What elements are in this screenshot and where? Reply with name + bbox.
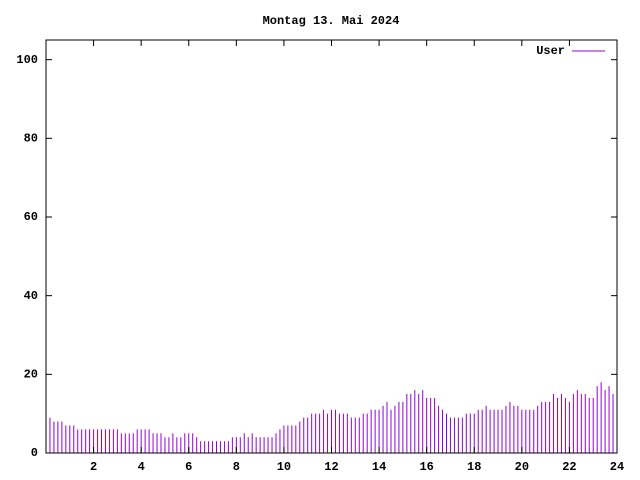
y-tick-label: 60 [24,210,38,224]
legend-label: User [536,44,565,58]
x-tick-label: 10 [277,460,291,474]
plot-border [45,39,618,454]
y-tick-label: 20 [24,368,38,382]
x-tick-label: 2 [90,460,97,474]
x-tick-label: 4 [138,460,145,474]
y-tick-label: 100 [16,53,38,67]
y-tick-label: 80 [24,132,38,146]
x-tick-label: 12 [324,460,338,474]
y-tick-label: 0 [31,446,38,460]
chart-title: Montag 13. Mai 2024 [263,14,400,28]
x-tick-label: 18 [467,460,481,474]
y-tick-label: 40 [24,289,38,303]
x-tick-label: 8 [233,460,240,474]
x-tick-label: 24 [610,460,624,474]
x-tick-label: 14 [372,460,386,474]
x-tick-label: 22 [562,460,576,474]
x-tick-label: 20 [515,460,529,474]
x-tick-label: 16 [419,460,433,474]
x-tick-label: 6 [185,460,192,474]
